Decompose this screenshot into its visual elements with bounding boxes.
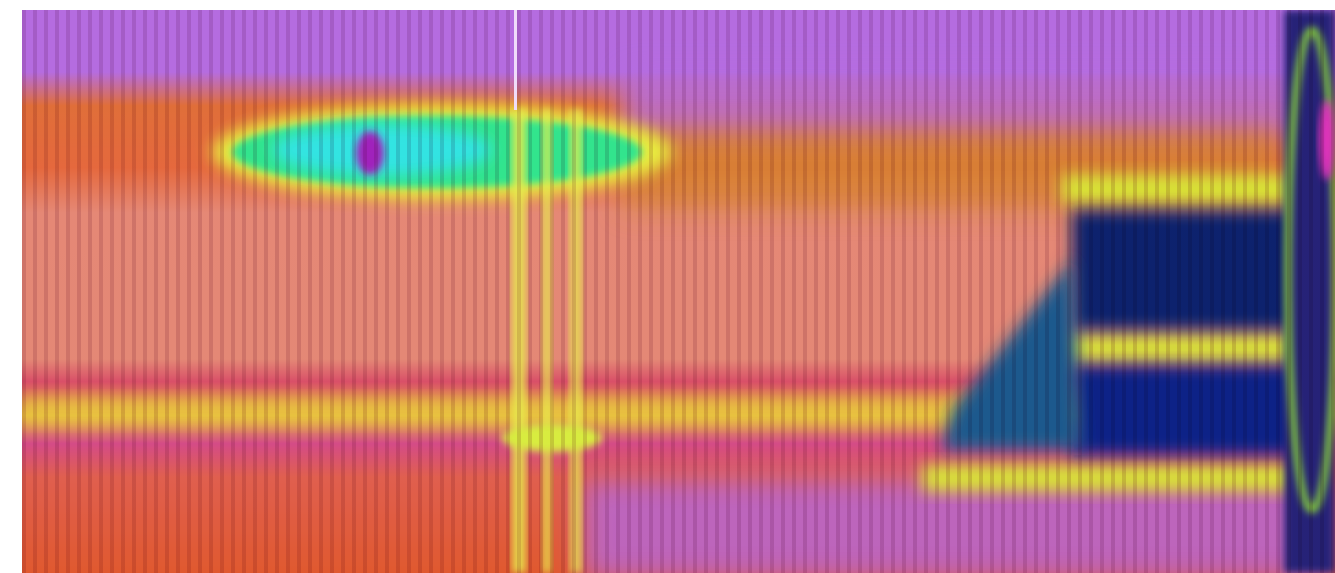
thermal-image bbox=[22, 10, 1335, 573]
screenshot bbox=[0, 0, 1335, 573]
scan-stripes bbox=[22, 10, 1335, 573]
